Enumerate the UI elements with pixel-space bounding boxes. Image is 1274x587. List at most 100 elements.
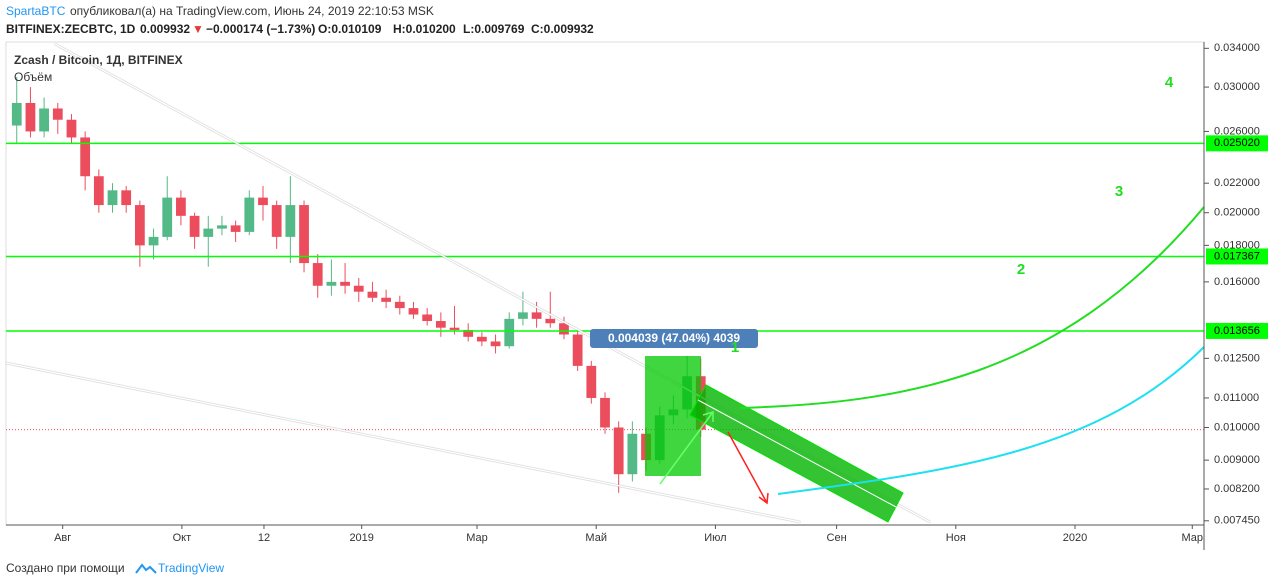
y-tick-label: 0.012500 [1214,352,1260,364]
candle-body [80,137,91,177]
y-tick-label: 0.009000 [1214,454,1260,466]
candle-body [176,197,186,216]
candle-body [586,365,597,398]
candle-body [121,190,132,206]
plot-area [5,41,1205,526]
candle-body [408,308,419,315]
candle-body [518,312,528,319]
measure-label: 0.004039 (47.04%) 4039 [608,331,740,345]
level-label-box [1206,135,1268,152]
candle-body [340,281,350,286]
ohlc-open: O:0.010109 [318,22,382,36]
channel-mid [697,399,897,508]
annotation: 4 [1165,74,1174,91]
candle-body [435,321,446,328]
candle-body [134,205,145,246]
y-tick-label: 0.034000 [1214,42,1260,54]
candle-body [381,297,392,302]
footer-brand[interactable]: TradingView [158,561,224,575]
x-tick-label: Окт [173,532,192,544]
symbol: BITFINEX:ZECBTC, 1D [6,22,136,36]
y-tick-label: 0.026000 [1214,125,1260,137]
candle-body [463,329,474,337]
candle-body [203,228,214,237]
x-tick-label: Ноя [946,532,966,544]
candle-body [476,336,487,342]
level-label: 0.017367 [1214,250,1260,262]
author[interactable]: SpartaBTC [6,4,66,18]
candle-body [285,205,296,237]
candle-body [11,102,22,126]
change: −0.000174 (−1.73%) [206,22,315,36]
candle-body [449,327,460,330]
arrow [659,411,714,485]
candle-body [107,190,118,206]
candle-body [217,225,227,229]
annotation: 3 [1115,183,1123,200]
level-label-box [1206,322,1268,339]
level-label-box [1206,248,1268,265]
x-tick-label: Мар [466,532,488,544]
candle-body [559,323,569,335]
level-label: 0.013656 [1214,325,1260,337]
candle-body [367,291,378,298]
arrow-head [758,492,769,505]
x-tick-label: Мар [1182,532,1204,544]
candle-body [504,318,515,347]
candle-body [271,205,282,237]
ohlc-low: L:0.009769 [463,22,525,36]
ohlc-high: H:0.010200 [393,22,456,36]
arrow: ▼ [192,22,204,36]
y-tick-label: 0.022000 [1214,177,1260,189]
y-tick-label: 0.011000 [1214,392,1259,404]
candle-body [600,397,610,428]
candle-body [613,427,624,475]
axes: 0.034000 0.030000 0.026000 0.022000 0.020000… [54,42,1268,544]
candle-body [52,108,63,120]
published: опубликовал(а) на TradingView.com, Июнь … [70,4,434,18]
last-price: 0.009932 [140,22,190,36]
x-tick-label: Май [585,532,607,544]
candle-body [148,236,159,246]
candle-body [244,197,255,232]
candle-body [66,119,77,138]
plot [6,76,1204,493]
candle-body [25,102,36,132]
footer-text: Создано при помощи [6,561,125,575]
candle-body [572,334,583,366]
y-tick-label: 0.008200 [1214,483,1260,495]
logo [135,563,157,574]
wave-labels: 1 2 3 4 [731,74,1174,356]
candle-body [162,197,173,237]
y-tick-label: 0.018000 [1214,239,1260,251]
ohlc-close: C:0.009932 [531,22,594,36]
y-tick-label: 0.030000 [1214,81,1260,93]
measure-box [590,329,758,348]
annotation: 2 [1017,261,1025,278]
y-tick-label: 0.020000 [1214,207,1260,219]
candle-body [326,281,337,286]
quote-line: BITFINEX:ZECBTC, 1D 0.009932 ▼ −0.000174… [6,22,594,36]
candle-body [353,285,364,292]
candle-body [189,215,200,237]
curve [777,346,1205,495]
candle-body [545,318,556,324]
arrow [727,431,768,504]
x-tick-label: Июл [704,532,726,544]
x-tick-label: 2020 [1063,532,1087,544]
candle-body [39,108,49,132]
candle-body [258,197,268,206]
x-tick-label: 2019 [349,532,373,544]
candle-body [299,205,309,264]
chart-title: Zcash / Bitcoin, 1Д, BITFINEX [14,53,183,67]
x-tick-label: 12 [258,532,270,544]
candle-body [93,176,104,206]
x-tick-label: Сен [827,532,847,544]
y-tick-label: 0.007450 [1214,515,1260,527]
candle-body [312,263,323,286]
candle-body [422,314,433,322]
arrow-head [702,410,714,422]
candle-body [627,433,638,475]
candle-body [230,225,241,232]
